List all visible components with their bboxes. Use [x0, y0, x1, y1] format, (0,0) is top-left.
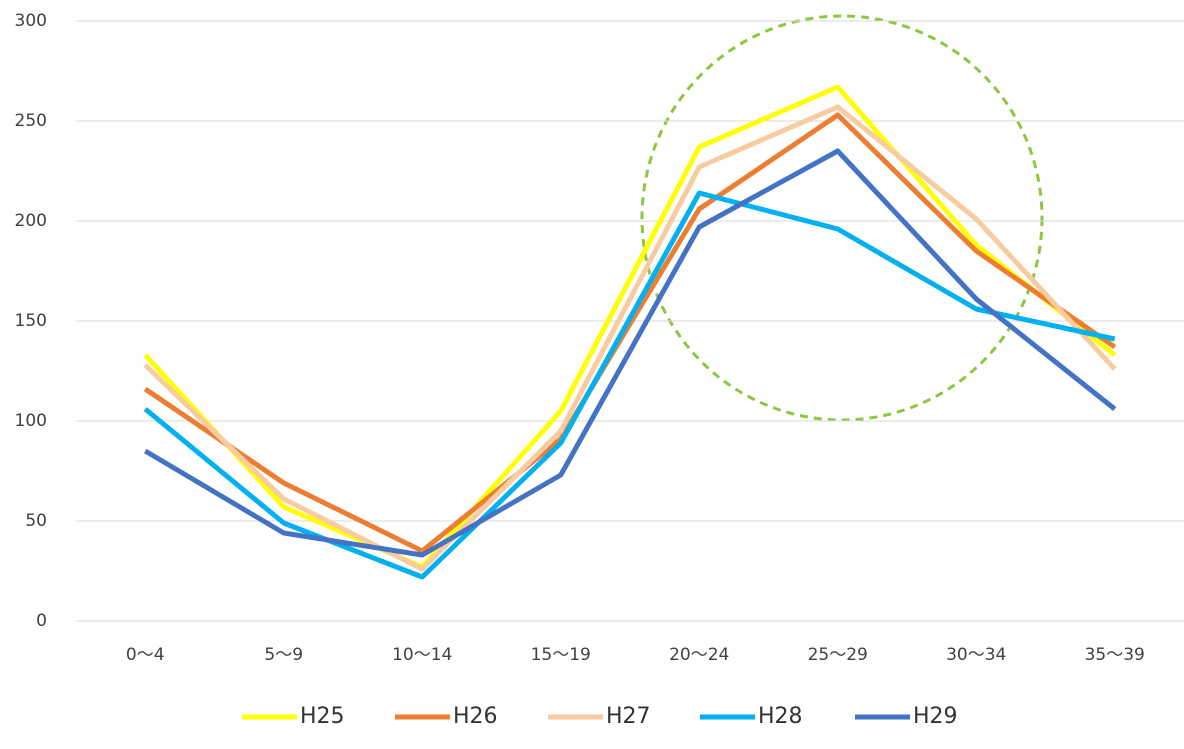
series-line — [143, 190, 1116, 580]
highlight-circle — [640, 14, 1044, 422]
legend-label: H29 — [913, 704, 958, 729]
x-tick-label: 25～29 — [808, 645, 868, 665]
plot: 0 50 100 150 200 250 300 0～4 5～9 10～14 15～19 20～24 2… — [15, 11, 1184, 729]
y-tick-label: 300 — [15, 11, 47, 31]
series-line — [143, 148, 1117, 558]
x-tick-label: 5～9 — [264, 645, 303, 665]
x-tick-label: 35～39 — [1085, 645, 1145, 665]
series-line — [143, 104, 1117, 572]
x-tick-label: 10～14 — [392, 645, 452, 665]
x-tick-label: 20～24 — [669, 645, 729, 665]
y-tick-label: 250 — [15, 111, 47, 131]
y-tick-label: 0 — [36, 611, 47, 631]
x-tick-label: 15～19 — [531, 645, 591, 665]
legend-label: H28 — [758, 704, 803, 729]
y-tick-label: 150 — [15, 311, 47, 331]
legend-label: H25 — [300, 704, 345, 729]
x-tick-label: 0～4 — [126, 645, 165, 665]
y-tick-label: 100 — [15, 411, 47, 431]
series-line — [143, 112, 1117, 554]
y-tick-label: 200 — [15, 211, 47, 231]
y-tick-label: 50 — [25, 511, 47, 531]
x-tick-label: 30～34 — [946, 645, 1006, 665]
legend-label: H27 — [606, 704, 651, 729]
legend-label: H26 — [453, 704, 498, 729]
series-line — [143, 84, 1117, 570]
